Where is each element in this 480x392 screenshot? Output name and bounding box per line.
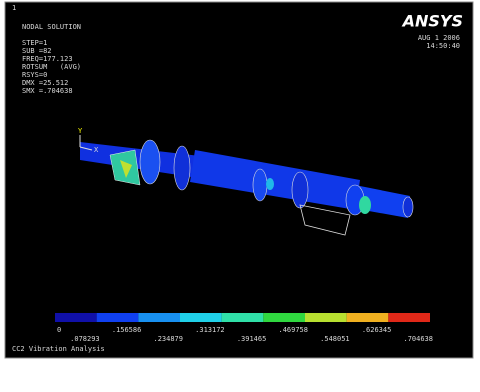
legend-label: .391465 bbox=[237, 335, 267, 343]
legend-label: .234879 bbox=[153, 335, 183, 343]
legend-band bbox=[180, 313, 222, 322]
legend-band bbox=[138, 313, 180, 322]
legend-label: .156586 bbox=[112, 326, 142, 334]
legend-band bbox=[388, 313, 430, 322]
legend-band bbox=[305, 313, 347, 322]
legend-label: .078293 bbox=[70, 335, 100, 343]
info-line: SMX =.704638 bbox=[22, 87, 73, 95]
info-line: FREQ=177.123 bbox=[22, 55, 73, 63]
legend-band bbox=[222, 313, 264, 322]
info-line: SUB =82 bbox=[22, 47, 52, 55]
time: 14:50:40 bbox=[426, 42, 460, 50]
screen: 1 NODAL SOLUTION STEP=1SUB =82FREQ=177.1… bbox=[0, 0, 480, 388]
legend-label: .313172 bbox=[195, 326, 225, 334]
legend-label: .548051 bbox=[320, 335, 350, 343]
date: AUG 1 2006 bbox=[418, 34, 460, 42]
legend-band bbox=[55, 313, 97, 322]
legend-label: .704638 bbox=[403, 335, 433, 343]
info-line: ROTSUM (AVG) bbox=[22, 63, 81, 71]
window-number: 1 bbox=[12, 4, 16, 12]
legend-band bbox=[97, 313, 139, 322]
footer: CC2 Vibration Analysis bbox=[12, 345, 105, 353]
logo: ANSYS bbox=[401, 12, 463, 31]
legend-band bbox=[263, 313, 305, 322]
legend-band bbox=[347, 313, 389, 322]
legend-label: 0 bbox=[57, 326, 61, 334]
info-line: DMX =25.512 bbox=[22, 79, 68, 87]
info-line: STEP=1 bbox=[22, 39, 47, 47]
legend-label: .626345 bbox=[362, 326, 392, 334]
title: NODAL SOLUTION bbox=[22, 23, 81, 31]
legend-label: .469758 bbox=[278, 326, 308, 334]
info-line: RSYS=0 bbox=[22, 71, 47, 79]
